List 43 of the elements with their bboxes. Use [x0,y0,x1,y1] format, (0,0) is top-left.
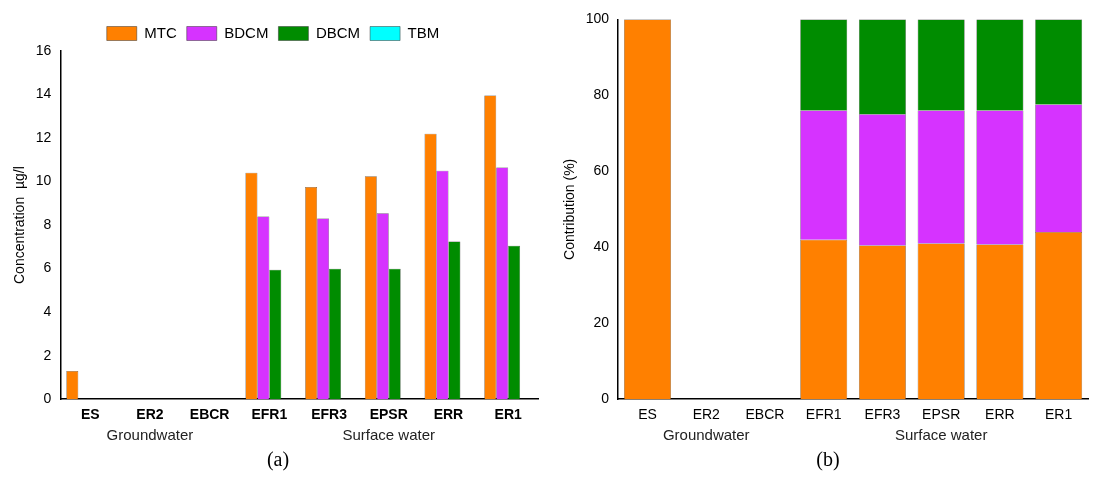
legend-label: BDCM [224,23,269,41]
y-tick-label: 100 [585,10,610,27]
y-tick-label: 6 [43,259,52,276]
x-tick-label: EFR3 [311,406,348,423]
legend-label: MTC [144,23,177,41]
y-tick-label: 80 [593,86,610,103]
x-tick-label: ES [80,406,100,423]
y-tick-label: 40 [593,238,610,255]
x-tick-label: EPSR [922,406,961,423]
x-tick-label: ERR [433,406,464,423]
y-axis-title: Contribution (%) [561,158,578,260]
x-tick-label: ES [638,406,657,423]
y-tick-label: 2 [43,346,52,363]
text: Groundwater [662,425,750,443]
text: Surface water [342,425,436,443]
x-tick-label: EBCR [189,406,230,423]
legend-label: TBM [407,23,440,41]
y-tick-label: 0 [601,390,610,407]
y-tick-label: 20 [593,314,610,331]
x-tick-label: EPSR [369,406,408,423]
x-tick-label: ER1 [1045,406,1073,423]
text: (b) [816,448,840,471]
y-tick-label: 16 [35,41,52,58]
y-tick-label: 12 [35,128,52,145]
text: Groundwater [106,425,194,443]
y-tick-label: 0 [43,390,52,407]
x-tick-label: EFR1 [805,406,842,423]
y-tick-label: 4 [43,303,52,320]
x-tick-label: EFR3 [864,406,901,423]
text: Surface water [894,425,988,443]
x-tick-label: EBCR [745,406,785,423]
x-tick-label: ER1 [494,406,522,423]
legend-label: DBCM [315,23,361,41]
y-tick-label: 8 [43,215,52,232]
x-tick-label: EFR1 [251,406,288,423]
y-tick-label: 60 [593,162,610,179]
y-tick-label: 14 [35,85,52,102]
text: (a) [266,448,290,471]
y-tick-label: 10 [35,172,52,189]
y-axis-title: Concentration µg/l [11,166,28,284]
x-tick-label: ER2 [692,406,721,423]
x-tick-label: ERR [985,406,1015,423]
x-tick-label: ER2 [136,406,164,423]
